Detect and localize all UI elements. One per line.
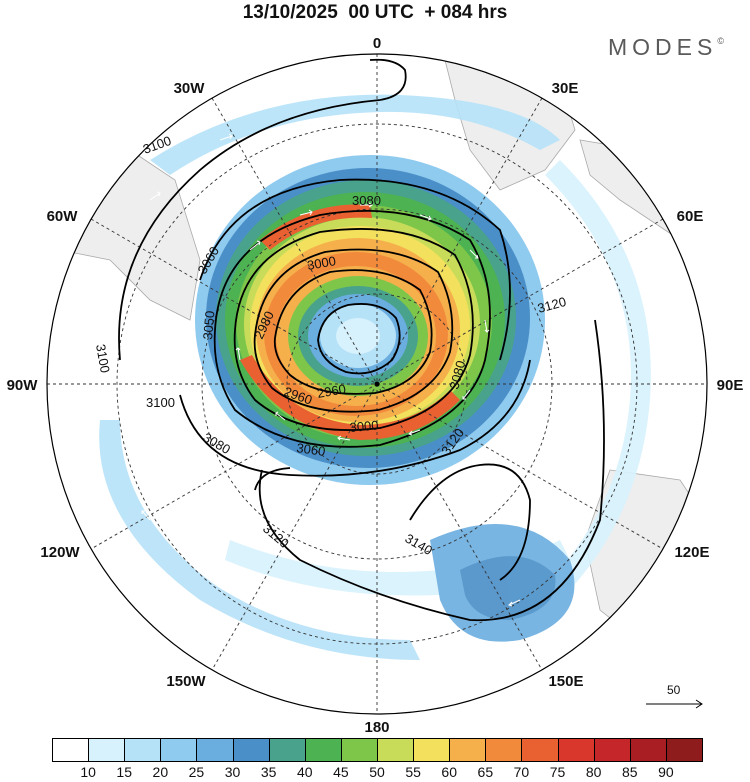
colorbar-tick-label: 30	[224, 764, 241, 780]
colorbar-tick-label: 20	[152, 764, 169, 780]
lon-label-120w: 120W	[40, 544, 80, 561]
colorbar-swatch	[268, 738, 306, 762]
contour-label: 3120	[260, 521, 292, 551]
colorbar-swatch	[665, 738, 703, 762]
colorbar-swatch	[629, 738, 667, 762]
contour-label: 3050	[200, 310, 217, 340]
longitude-labels: 0 30E 60E 90E 120E 150E 180 150W 120W 90…	[7, 35, 744, 736]
contour-label: 3100	[146, 395, 175, 410]
colorbar-swatch	[521, 738, 559, 762]
colorbar-swatch	[52, 738, 90, 762]
vector-reference-value: 50	[667, 683, 681, 697]
colorbar-swatch	[88, 738, 126, 762]
lon-label-120e: 120E	[674, 544, 709, 561]
lon-label-60e: 60E	[677, 208, 704, 225]
colorbar-tick-label: 40	[296, 764, 313, 780]
colorbar-swatch	[160, 738, 198, 762]
lon-label-150e: 150E	[548, 673, 583, 690]
colorbar-tick-label: 55	[405, 764, 421, 780]
contour-label: 3080	[446, 359, 468, 391]
wind-jet-core	[195, 155, 545, 485]
colorbar-tick-label: 45	[333, 764, 349, 780]
colorbar-swatch	[377, 738, 415, 762]
height-contours	[118, 58, 605, 622]
lon-label-30e: 30E	[552, 80, 579, 97]
lon-label-90w: 90W	[7, 377, 39, 394]
wind-vectors	[106, 133, 611, 611]
contour-label: 3100	[93, 343, 113, 374]
contour-label: 3000	[349, 418, 379, 435]
contour-label: 3120	[536, 294, 568, 316]
lon-label-30w: 30W	[174, 80, 206, 97]
colorbar-tick-label: 15	[116, 764, 133, 780]
colorbar-tick-label: 75	[549, 764, 566, 780]
contour-label: 3000	[306, 253, 337, 273]
colorbar-tick-label: 50	[369, 764, 385, 780]
colorbar-swatch	[304, 738, 342, 762]
colorbar-swatch	[232, 738, 270, 762]
vortex-center-marker	[374, 381, 380, 387]
colorbar-tick-label: 90	[658, 764, 674, 780]
map-border	[46, 53, 708, 715]
colorbar-swatch	[593, 738, 631, 762]
colorbar-tick-label: 85	[621, 764, 638, 780]
colorbar-swatch	[485, 738, 523, 762]
colorbar-swatch	[124, 738, 162, 762]
contour-label: 3060	[296, 440, 327, 459]
colorbar: 10 15 20 25 30 35 40 45 50 55 60 65 70 75 80 85 90	[52, 738, 703, 782]
colorbar-swatch	[413, 738, 451, 762]
brand-text: MODES	[608, 34, 718, 60]
colorbar-tick-label: 60	[441, 764, 458, 780]
colorbar-tick-label: 10	[80, 764, 96, 780]
contour-label: 2960	[316, 381, 347, 401]
contour-label: 3140	[403, 531, 436, 558]
arrow-right-icon	[646, 699, 703, 709]
polar-map: 3100 3080 3060 3000 2980 2960 3050 3100 …	[7, 35, 744, 736]
wind-band-outer	[99, 94, 651, 660]
colorbar-swatch	[557, 738, 595, 762]
colorbar-tick-label: 80	[585, 764, 602, 780]
colorbar-swatch	[449, 738, 487, 762]
colorbar-tick-label: 35	[260, 764, 277, 780]
colorbar-tick-label: 25	[188, 764, 205, 780]
lon-label-180: 180	[364, 719, 389, 736]
map-disk	[47, 54, 707, 714]
colorbar-tick-label: 70	[513, 764, 530, 780]
lon-label-60w: 60W	[47, 208, 79, 225]
colorbar-swatch	[196, 738, 234, 762]
brand-logo: MODES©	[608, 34, 724, 61]
colorbar-tick-label: 65	[477, 764, 494, 780]
lon-label-0: 0	[373, 35, 381, 52]
lon-label-90e: 90E	[717, 377, 744, 394]
colorbar-swatch	[340, 738, 378, 762]
map-title: 13/10/2025 00 UTC + 084 hrs	[242, 2, 508, 23]
copyright-mark: ©	[717, 36, 724, 46]
contour-label: 3080	[352, 193, 381, 208]
land-south-america	[49, 149, 201, 321]
lon-label-150w: 150W	[166, 673, 206, 690]
